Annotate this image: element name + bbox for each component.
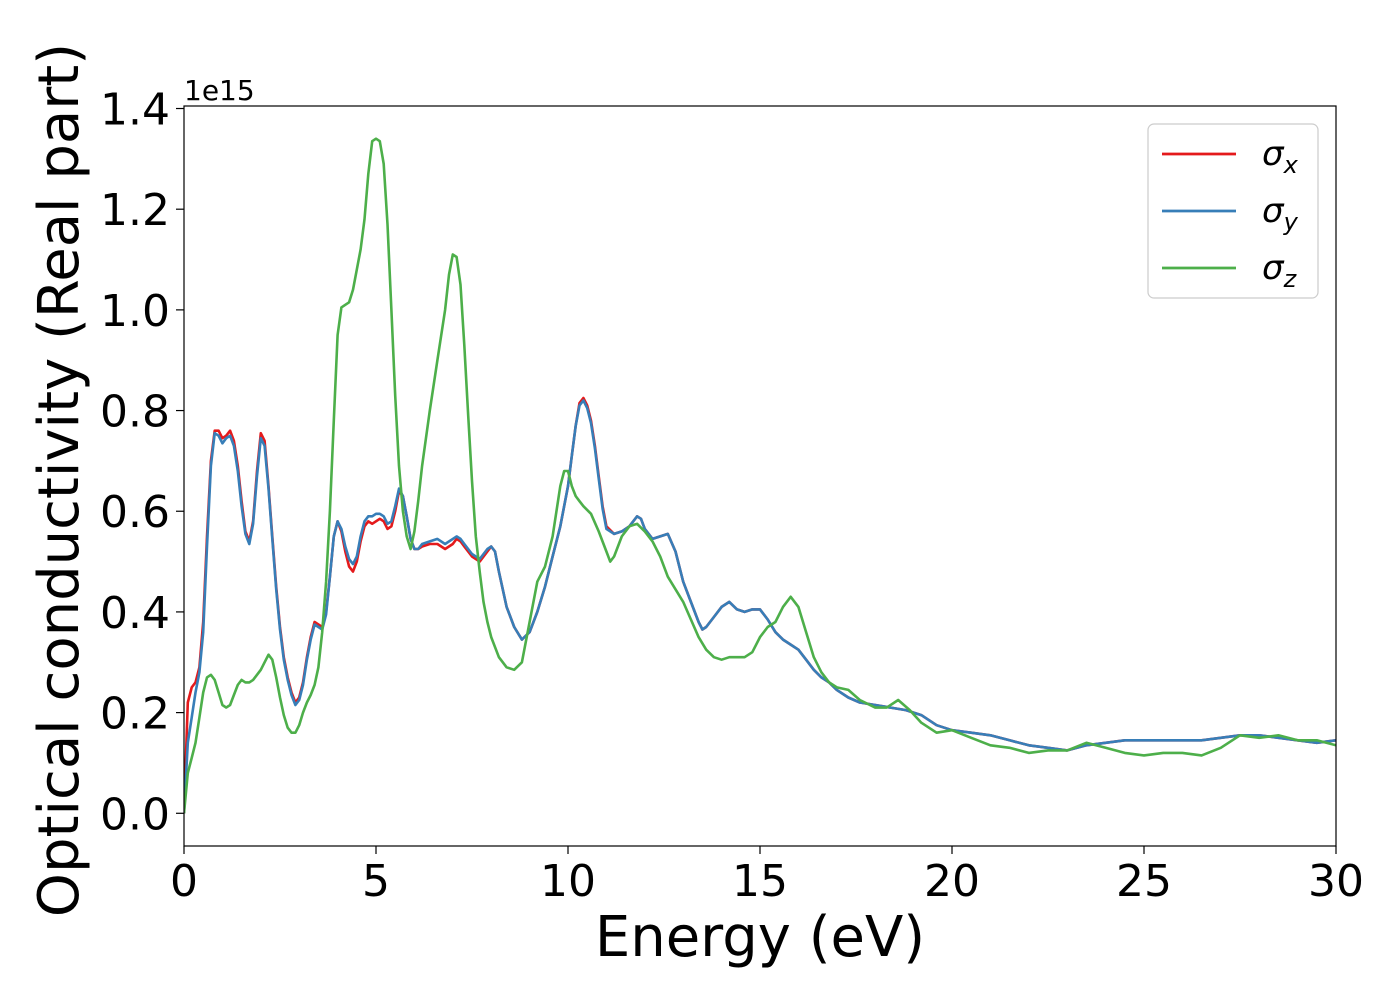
y-tick-label: 0.8 — [100, 387, 170, 438]
legend-entry-symbol: σ — [1262, 134, 1285, 174]
y-tick-label: 0.4 — [100, 588, 170, 639]
series-line-z — [184, 137, 1336, 814]
series-line-x — [184, 396, 1336, 814]
x-tick-label: 5 — [362, 856, 390, 907]
legend-entry-z: σz — [1262, 248, 1298, 293]
y-axis-label: Optical conductivity (Real part) — [27, 43, 92, 917]
plot-lines — [184, 137, 1336, 814]
x-tick-label: 10 — [540, 856, 596, 907]
x-axis: 0 5 10 15 20 25 30 — [170, 846, 1364, 907]
y-tick-label: 1.2 — [100, 185, 170, 236]
series-line-y — [184, 399, 1336, 814]
legend-entry-symbol: σ — [1262, 248, 1285, 288]
y-tick-label: 0.6 — [100, 487, 170, 538]
x-tick-label: 0 — [170, 856, 198, 907]
y-offset-label: 1e15 — [184, 74, 255, 107]
x-tick-label: 25 — [1116, 856, 1172, 907]
legend-entry-y: σy — [1262, 191, 1299, 236]
x-tick-label: 30 — [1308, 856, 1364, 907]
y-tick-label: 0.0 — [100, 789, 170, 840]
legend-entry-subscript: x — [1283, 151, 1299, 179]
x-axis-label: Energy (eV) — [595, 905, 925, 970]
y-axis: 0.0 0.2 0.4 0.6 0.8 1.0 1.2 1.4 — [100, 85, 184, 840]
legend-entry-x: σx — [1262, 134, 1299, 179]
y-tick-label: 0.2 — [100, 689, 170, 740]
x-tick-label: 15 — [732, 856, 788, 907]
legend-entry-subscript: z — [1283, 265, 1298, 293]
y-tick-label: 1.0 — [100, 286, 170, 337]
legend-entry-subscript: y — [1283, 208, 1299, 236]
x-tick-label: 20 — [924, 856, 980, 907]
legend-entry-symbol: σ — [1262, 191, 1285, 231]
y-tick-label: 1.4 — [100, 85, 170, 136]
